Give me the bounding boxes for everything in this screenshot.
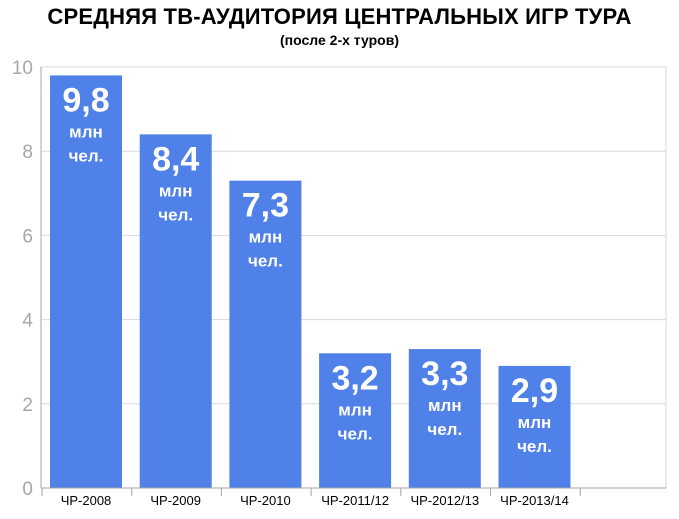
data-label: 2,9: [511, 372, 558, 410]
chart-subtitle: (после 2-х туров): [280, 32, 399, 48]
data-unit-label: млн: [159, 181, 193, 200]
data-unit-label: чел.: [158, 205, 193, 224]
y-tick-label: 2: [22, 395, 33, 416]
x-tick-label: ЧР-2011/12: [321, 493, 389, 508]
data-label: 9,8: [62, 81, 109, 119]
y-tick-label: 6: [22, 226, 33, 247]
data-unit-label: млн: [518, 413, 552, 432]
x-tick-label: ЧР-2008: [61, 493, 112, 508]
data-unit-label: чел.: [427, 420, 462, 439]
y-tick-label: 8: [22, 142, 33, 163]
data-label: 7,3: [242, 187, 289, 225]
bar: [139, 134, 212, 489]
data-unit-label: млн: [69, 122, 103, 141]
x-tick-label: ЧР-2013/14: [500, 493, 569, 508]
data-label: 3,2: [331, 359, 378, 397]
data-unit-label: чел.: [338, 424, 373, 443]
data-unit-label: млн: [428, 396, 462, 415]
x-tick-label: ЧР-2012/13: [410, 493, 479, 508]
bar: [408, 349, 481, 488]
bar: [50, 75, 122, 489]
data-unit-label: млн: [249, 228, 283, 247]
data-label: 3,3: [421, 355, 468, 393]
x-tick-label: ЧР-2009: [150, 493, 201, 508]
data-unit-label: чел.: [69, 146, 104, 165]
data-unit-label: млн: [338, 400, 372, 419]
data-unit-label: чел.: [248, 252, 283, 271]
bar: [498, 365, 571, 488]
x-tick-label: ЧР-2010: [240, 493, 291, 508]
bar: [229, 180, 302, 489]
y-tick-label: 4: [22, 311, 33, 332]
chart-title: СРЕДНЯЯ ТВ-АУДИТОРИЯ ЦЕНТРАЛЬНЫХ ИГР ТУР…: [47, 4, 632, 29]
y-tick-label: 10: [12, 58, 33, 79]
y-tick-label: 0: [22, 479, 33, 500]
bar: [319, 353, 392, 488]
data-label: 8,4: [152, 140, 199, 178]
data-unit-label: чел.: [517, 437, 552, 456]
